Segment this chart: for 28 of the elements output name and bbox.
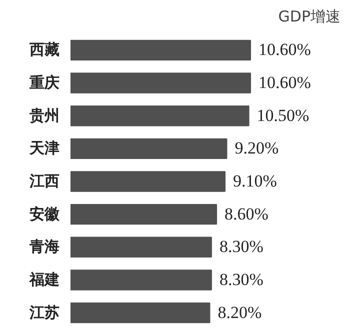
bar	[70, 72, 251, 94]
y-tick-label: 安徽	[30, 204, 60, 223]
bar	[70, 138, 228, 160]
data-label: 9.20%	[234, 138, 279, 158]
data-label: 8.30%	[219, 270, 264, 289]
bar	[70, 302, 210, 324]
y-tick-label: 福建	[28, 271, 60, 288]
y-tick-label: 江西	[28, 173, 60, 190]
bar	[70, 106, 250, 126]
y-tick-label: 青海	[28, 238, 60, 256]
text: GDP增速	[278, 8, 341, 26]
y-tick-label: 重庆	[28, 74, 60, 92]
bar	[70, 40, 251, 61]
y-tick-label: 江苏	[28, 304, 60, 322]
data-label: 8.20%	[218, 302, 262, 322]
data-label: 10.60%	[258, 73, 311, 92]
bar	[70, 171, 226, 192]
y-tick-label: 贵州	[28, 107, 60, 124]
bar	[70, 270, 212, 290]
data-label: 10.60%	[258, 40, 311, 60]
y-tick-label: 天津	[28, 140, 60, 158]
data-label: 8.60%	[224, 204, 268, 224]
bar	[70, 204, 218, 225]
data-label: 8.30%	[219, 237, 264, 256]
bar	[70, 236, 212, 258]
y-tick-label: 西藏	[28, 42, 60, 59]
data-label: 10.50%	[256, 106, 310, 125]
data-label: 9.10%	[233, 172, 277, 190]
